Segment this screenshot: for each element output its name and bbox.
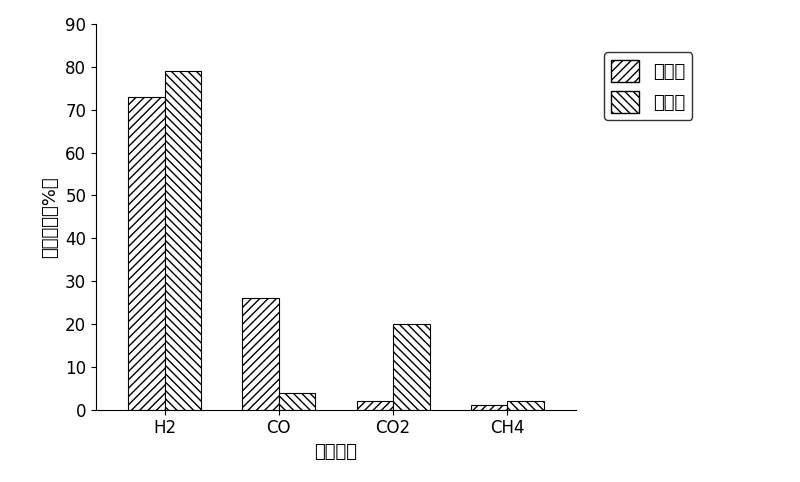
Legend: 反应前, 反应后: 反应前, 反应后 <box>604 53 693 120</box>
Bar <box>242 298 279 410</box>
Bar <box>128 97 165 410</box>
X-axis label: 气体组分: 气体组分 <box>314 443 358 461</box>
Bar <box>507 401 544 410</box>
Bar <box>279 392 315 410</box>
Y-axis label: 百分含量（%）: 百分含量（%） <box>42 176 59 258</box>
Bar <box>165 71 201 410</box>
Bar <box>393 324 430 410</box>
Bar <box>471 405 507 410</box>
Bar <box>357 401 393 410</box>
